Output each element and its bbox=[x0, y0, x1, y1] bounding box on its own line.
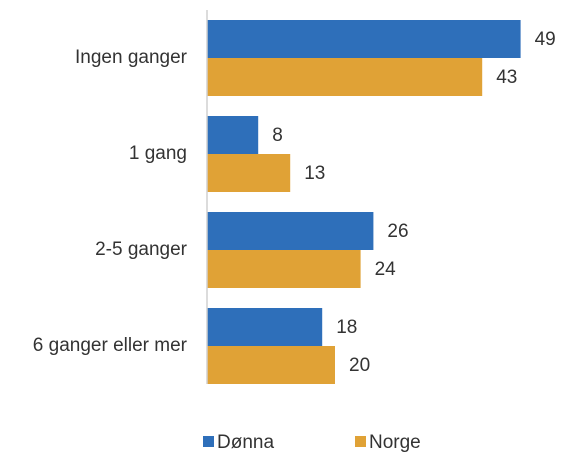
bar bbox=[207, 308, 323, 346]
data-label: 49 bbox=[535, 29, 556, 50]
data-label: 43 bbox=[496, 67, 517, 88]
bar bbox=[207, 116, 259, 154]
data-label: 20 bbox=[349, 355, 370, 376]
legend-label: Dønna bbox=[217, 432, 274, 453]
y-tick-label: Ingen ganger bbox=[75, 47, 188, 68]
legend-swatch bbox=[203, 436, 214, 447]
y-tick-label: 6 ganger eller mer bbox=[33, 335, 188, 356]
data-label: 24 bbox=[375, 259, 397, 280]
bar bbox=[207, 20, 521, 58]
data-label: 18 bbox=[336, 317, 357, 338]
bar bbox=[207, 250, 361, 288]
data-label: 26 bbox=[387, 221, 408, 242]
bar bbox=[207, 346, 335, 384]
data-label: 13 bbox=[304, 163, 325, 184]
data-label: 8 bbox=[272, 125, 283, 146]
legend-swatch bbox=[355, 436, 366, 447]
y-tick-label: 1 gang bbox=[129, 143, 187, 164]
bar bbox=[207, 58, 483, 96]
legend-label: Norge bbox=[369, 432, 421, 453]
bar bbox=[207, 154, 291, 192]
y-tick-label: 2-5 ganger bbox=[95, 239, 188, 260]
bar bbox=[207, 212, 374, 250]
